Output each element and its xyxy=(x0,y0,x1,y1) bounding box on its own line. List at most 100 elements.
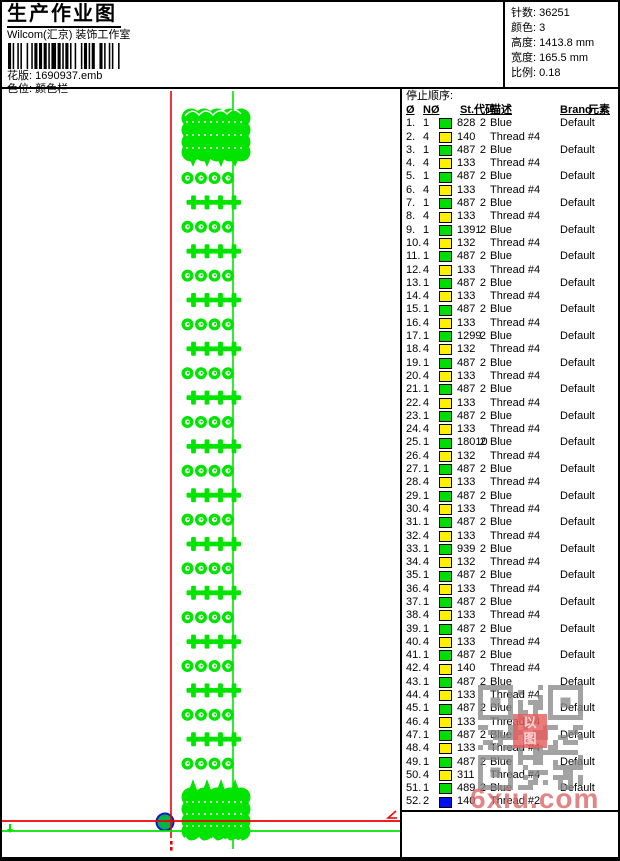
stitch-count: 132 xyxy=(457,343,476,356)
stop-row: 42. 4 140 Thread #4 xyxy=(402,662,618,675)
brand-header: Brand xyxy=(560,104,592,116)
stitch-count: 133 xyxy=(457,183,476,196)
needle-number: 4 xyxy=(423,742,430,755)
stop-row: 27. 1 487 2 Blue Default xyxy=(402,463,618,476)
needle-number: 4 xyxy=(423,343,430,356)
brand: Default xyxy=(560,223,595,236)
needle-number: 1 xyxy=(423,595,430,608)
needle-number: 1 xyxy=(423,197,430,210)
brand: Default xyxy=(560,755,595,768)
color-swatch xyxy=(439,331,452,343)
stop-number: 21. xyxy=(406,383,422,396)
pattern-value: 1690937.emb xyxy=(35,70,103,82)
stop-row: 18. 4 132 Thread #4 xyxy=(402,343,618,356)
color-swatch xyxy=(439,371,452,383)
stitch-count: 311 xyxy=(457,768,475,781)
code: 2 xyxy=(479,303,486,316)
brand: Default xyxy=(560,197,595,210)
code: 2 xyxy=(479,622,486,635)
stop-number: 17. xyxy=(406,330,422,343)
needle-number: 1 xyxy=(423,117,430,130)
stop-row: 14. 4 133 Thread #4 xyxy=(402,290,618,303)
needle-number: 1 xyxy=(423,170,430,183)
needle-number: 1 xyxy=(423,303,430,316)
height-line: 高度: 1413.8 mm xyxy=(511,36,618,51)
stop-number: 20. xyxy=(406,369,422,382)
stitch-count: 487 xyxy=(457,595,476,608)
color-swatch xyxy=(439,583,452,595)
needle-number: 4 xyxy=(423,476,430,489)
stop-row: 34. 4 132 Thread #4 xyxy=(402,556,618,569)
description: Thread #4 xyxy=(490,556,541,569)
description: Blue xyxy=(490,516,513,529)
code: 2 xyxy=(479,675,486,688)
stitch-count: 133 xyxy=(457,582,476,595)
stitch-count: 487 xyxy=(457,250,476,263)
stop-row: 12. 4 133 Thread #4 xyxy=(402,264,618,277)
color-swatch xyxy=(439,198,452,210)
needle-number: 1 xyxy=(423,702,430,715)
description: Thread #4 xyxy=(490,609,541,622)
color-swatch xyxy=(439,676,452,688)
needle-number: 1 xyxy=(423,143,430,156)
color-swatch xyxy=(439,690,452,702)
color-swatch xyxy=(439,477,452,489)
color-swatch xyxy=(439,743,452,755)
stop-row: 51. 1 489 2 Blue Default xyxy=(402,782,618,795)
needle-number: 4 xyxy=(423,236,430,249)
stop-row: 35. 1 487 2 Blue Default xyxy=(402,569,618,582)
stop-sequence-title: 停止顺序: xyxy=(406,90,454,102)
stop-number: 34. xyxy=(406,556,422,569)
stitch-count: 133 xyxy=(457,609,476,622)
stop-number: 23. xyxy=(406,409,422,422)
description: Blue xyxy=(490,489,513,502)
needle-number: 4 xyxy=(423,502,430,515)
stop-number: 35. xyxy=(406,569,422,582)
stop-number: 10. xyxy=(406,236,422,249)
needle-number: 4 xyxy=(423,768,430,781)
color-swatch xyxy=(439,517,452,529)
code: 2 xyxy=(479,383,486,396)
stitch-count: 132 xyxy=(457,449,476,462)
needle-number: 4 xyxy=(423,210,430,223)
color-swatch xyxy=(439,769,452,781)
stitch-count: 18010 xyxy=(457,436,488,449)
color-swatch xyxy=(439,530,452,542)
description: Blue xyxy=(490,276,513,289)
brand: Default xyxy=(560,542,595,555)
brand: Default xyxy=(560,675,595,688)
code: 2 xyxy=(479,516,486,529)
description: Thread #4 xyxy=(490,130,541,143)
color-swatch xyxy=(439,118,452,130)
stitch-count: 133 xyxy=(457,476,476,489)
brand: Default xyxy=(560,303,595,316)
color-swatch xyxy=(439,278,452,289)
description: Blue xyxy=(490,356,513,369)
pattern-label: 花版: xyxy=(7,70,33,82)
color-swatch xyxy=(439,557,452,569)
stop-row: 37. 1 487 2 Blue Default xyxy=(402,596,618,609)
stop-row: 24. 4 133 Thread #4 xyxy=(402,423,618,436)
stop-row: 29. 1 487 2 Blue Default xyxy=(402,490,618,503)
stop-number: 7. xyxy=(406,197,416,210)
color-swatch xyxy=(439,211,452,223)
code: 2 xyxy=(479,250,486,263)
stop-number: 30. xyxy=(406,502,422,515)
description: Blue xyxy=(490,197,513,210)
header-left: 生产作业图 Wilcom(汇京) 装饰工作室 花版: 1690937.emb 色… xyxy=(2,2,501,95)
header: 生产作业图 Wilcom(汇京) 装饰工作室 花版: 1690937.emb 色… xyxy=(2,2,618,95)
color-swatch xyxy=(439,238,452,250)
code: 2 xyxy=(479,276,486,289)
stop-row: 1. 1 828 2 Blue Default xyxy=(402,117,618,130)
stop-row: 48. 4 133 Thread #4 xyxy=(402,742,618,755)
description: Blue xyxy=(490,702,513,715)
description: Thread #4 xyxy=(490,502,541,515)
stop-row: 33. 1 939 2 Blue Default xyxy=(402,543,618,556)
stop-row: 23. 1 487 2 Blue Default xyxy=(402,410,618,423)
stitch-count: 487 xyxy=(457,409,476,422)
needle-number: 4 xyxy=(423,582,430,595)
height-value: 1413.8 mm xyxy=(539,37,595,49)
description-header: 描述 xyxy=(490,104,512,116)
stop-row: 43. 1 487 2 Blue Default xyxy=(402,676,618,689)
needle-number: 1 xyxy=(423,409,430,422)
